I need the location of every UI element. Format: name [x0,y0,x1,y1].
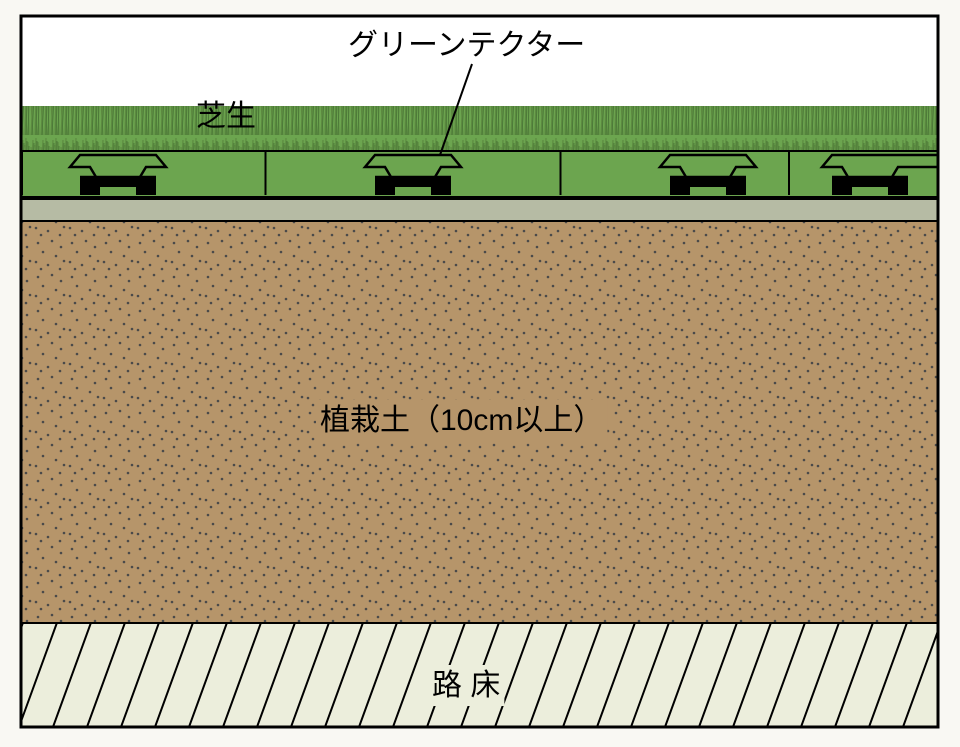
label-shibafu: 芝生 [196,100,256,133]
label-soil: 植栽土（10cm以上） [320,404,603,437]
layer-grass-blades [21,106,938,151]
label-green-tector: グリーンテクター [348,29,585,62]
label-subgrade: 路 床 [432,669,500,702]
layer-gray [21,199,938,221]
